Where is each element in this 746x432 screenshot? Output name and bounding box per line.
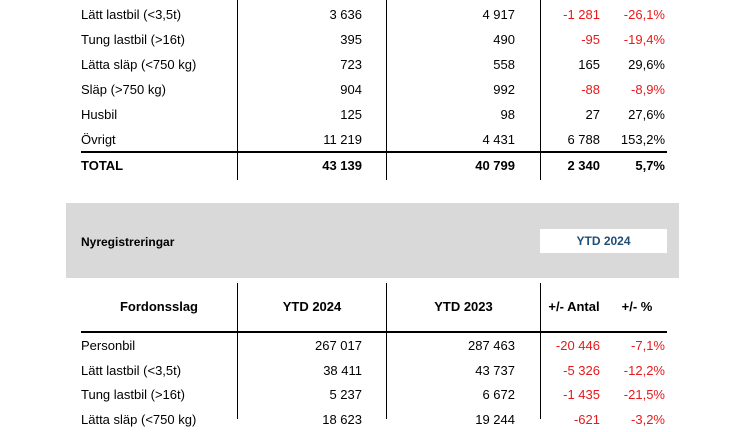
vehicle-type-cell: Övrigt xyxy=(81,132,116,147)
diff-count-cell: -1 435 xyxy=(563,387,600,402)
table-row: Släp (>750 kg) 904 992 -88 -8,9% xyxy=(0,78,746,102)
ytd-2023-cell: 558 xyxy=(493,57,515,72)
diff-count-cell: -621 xyxy=(573,411,600,427)
ytd-2024-cell: 38 411 xyxy=(323,362,362,378)
diff-percent-cell: -19,4% xyxy=(623,32,665,47)
diff-percent-cell: -3,2% xyxy=(631,411,665,427)
vehicle-type-cell: Tung lastbil (>16t) xyxy=(81,387,185,402)
ytd-2023-cell: 992 xyxy=(493,82,515,97)
ytd-2023-cell: 6 672 xyxy=(482,387,515,402)
diff-percent-cell: -21,5% xyxy=(623,387,665,402)
diff-count-cell: -95 xyxy=(581,32,600,47)
diff-percent-cell: 29,6% xyxy=(628,57,665,72)
diff-percent-cell: 27,6% xyxy=(628,107,665,122)
ytd-2024-cell: 395 xyxy=(340,32,362,47)
total-diff-count: 2 340 xyxy=(567,158,600,173)
column-divider xyxy=(237,0,238,180)
table-row: Lätt lastbil (<3,5t) 3 636 4 917 -1 281 -26,… xyxy=(0,3,746,27)
ytd-2023-cell: 98 xyxy=(500,107,515,122)
header-ytd-2024: YTD 2024 xyxy=(282,299,342,314)
header-separator xyxy=(81,331,667,333)
table-row: Lätt lastbil (<3,5t) 38 411 43 737 -5 326 -1… xyxy=(0,359,746,383)
ytd-2024-cell: 904 xyxy=(340,82,362,97)
total-label: TOTAL xyxy=(81,158,124,173)
ytd-2023-cell: 4 917 xyxy=(482,7,515,22)
column-divider xyxy=(386,283,387,419)
diff-count-cell: -1 281 xyxy=(563,7,600,22)
diff-percent-cell: -26,1% xyxy=(623,7,665,22)
ytd-2023-cell: 490 xyxy=(493,32,515,47)
vehicle-type-cell: Lätt lastbil (<3,5t) xyxy=(81,362,182,378)
header-vehicle-type: Fordonsslag xyxy=(119,299,198,314)
diff-count-cell: -20 446 xyxy=(555,338,600,353)
table-row: Tung lastbil (>16t) 5 237 6 672 -1 435 -21,5… xyxy=(0,383,746,407)
vehicle-type-cell: Tung lastbil (>16t) xyxy=(81,32,185,47)
vehicle-type-cell: Släp (>750 kg) xyxy=(81,82,166,97)
vehicle-type-cell: Husbil xyxy=(81,107,118,122)
section-title: Nyregistreringar xyxy=(81,235,175,249)
ytd-2023-cell: 19 244 xyxy=(475,411,515,427)
diff-count-cell: 6 788 xyxy=(567,132,600,147)
total-diff-percent: 5,7% xyxy=(635,158,665,173)
ytd-2023-cell: 4 431 xyxy=(482,132,515,147)
table-row: Husbil 125 98 27 27,6% xyxy=(0,103,746,127)
ytd-2024-cell: 18 623 xyxy=(322,411,362,427)
total-ytd-2024: 43 139 xyxy=(322,158,362,173)
diff-percent-cell: -7,1% xyxy=(631,338,665,353)
vehicle-type-cell: Lätta släp (<750 kg) xyxy=(81,57,197,72)
vehicle-type-cell: Personbil xyxy=(81,338,136,353)
diff-percent-cell: -12,2% xyxy=(623,362,665,378)
ytd-2023-cell: 43 737 xyxy=(475,362,515,378)
column-divider xyxy=(540,283,541,419)
vehicle-type-cell: Lätt lastbil (<3,5t) xyxy=(81,7,182,22)
column-divider xyxy=(386,0,387,180)
diff-count-cell: 165 xyxy=(578,57,600,72)
period-badge: YTD 2024 xyxy=(540,229,667,253)
diff-count-cell: -88 xyxy=(581,82,600,97)
header-ytd-2023: YTD 2023 xyxy=(434,299,493,314)
ytd-2024-cell: 5 237 xyxy=(329,387,362,402)
ytd-2024-cell: 267 017 xyxy=(315,338,362,353)
total-row: TOTAL 43 139 40 799 2 340 5,7% xyxy=(0,154,746,178)
ytd-2024-cell: 125 xyxy=(340,107,362,122)
header-diff-percent: +/- % xyxy=(621,299,653,314)
table-row: Lätta släp (<750 kg) 723 558 165 29,6% xyxy=(0,53,746,77)
diff-count-cell: -5 326 xyxy=(563,362,600,378)
diff-percent-cell: -8,9% xyxy=(631,82,665,97)
column-divider xyxy=(540,0,541,180)
ytd-2023-cell: 287 463 xyxy=(468,338,515,353)
table-row: Övrigt 11 219 4 431 6 788 153,2% xyxy=(0,128,746,152)
table-row: Tung lastbil (>16t) 395 490 -95 -19,4% xyxy=(0,28,746,52)
column-divider xyxy=(237,283,238,419)
ytd-2024-cell: 3 636 xyxy=(329,7,362,22)
ytd-2024-cell: 723 xyxy=(340,57,362,72)
diff-percent-cell: 153,2% xyxy=(620,132,665,147)
vehicle-type-cell: Lätta släp (<750 kg) xyxy=(81,411,197,427)
ytd-2024-cell: 11 219 xyxy=(323,132,362,147)
diff-count-cell: 27 xyxy=(585,107,600,122)
total-separator xyxy=(81,151,667,153)
table-row: Lätta släp (<750 kg) 18 623 19 244 -621 -3,2… xyxy=(0,408,746,432)
total-ytd-2023: 40 799 xyxy=(475,158,515,173)
header-diff-count: +/- Antal xyxy=(548,299,600,314)
table-row: Personbil 267 017 287 463 -20 446 -7,1% xyxy=(0,334,746,358)
